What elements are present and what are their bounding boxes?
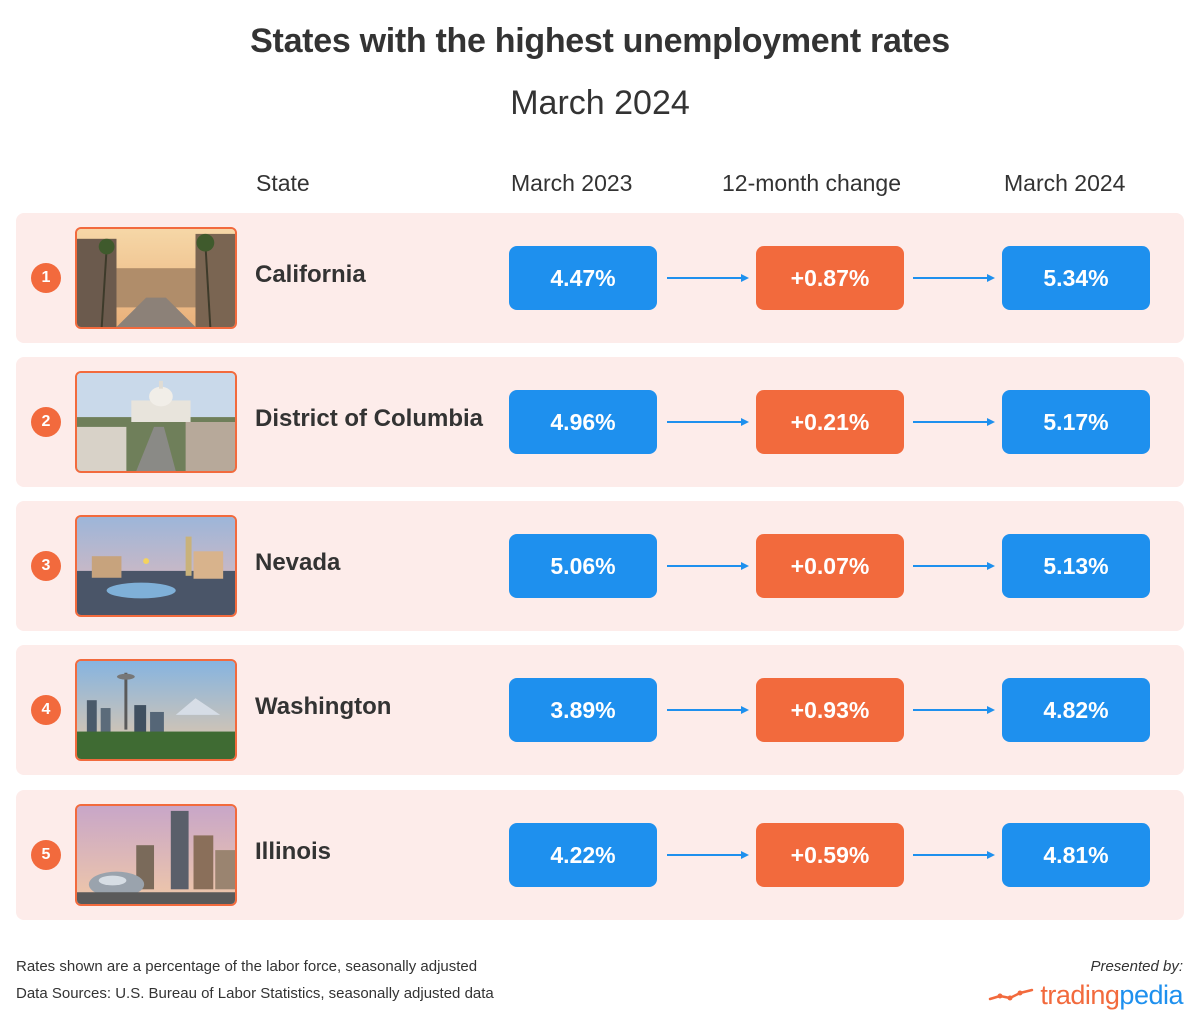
chicago-bean-photo bbox=[75, 804, 237, 906]
arrow-right-icon bbox=[667, 706, 749, 714]
chart-subtitle: March 2024 bbox=[510, 84, 690, 122]
rank-badge: 4 bbox=[31, 695, 61, 725]
twelve-month-change-value: +0.59% bbox=[756, 823, 904, 887]
arrow-right-icon bbox=[913, 418, 995, 426]
march-2024-value: 5.13% bbox=[1002, 534, 1150, 598]
state-row: 4 Washington 3.89% +0.93% 4.82% bbox=[16, 645, 1184, 775]
tradingpedia-logo: trading pedia bbox=[988, 980, 1183, 1010]
column-header-state: State bbox=[256, 170, 310, 196]
seattle-skyline-photo bbox=[75, 659, 237, 761]
rank-badge: 2 bbox=[31, 407, 61, 437]
twelve-month-change-value: +0.21% bbox=[756, 390, 904, 454]
state-name: Illinois bbox=[255, 838, 332, 865]
twelve-month-change-value: +0.93% bbox=[756, 678, 904, 742]
march-2024-value: 4.81% bbox=[1002, 823, 1150, 887]
state-row: 5 Illinois 4.22% +0.59% 4.81% bbox=[16, 790, 1184, 920]
rank-badge: 3 bbox=[31, 551, 61, 581]
arrow-right-icon bbox=[667, 851, 749, 859]
chart-title: States with the highest unemployment rat… bbox=[250, 22, 950, 60]
state-row: 3 Nevada 5.06% +0.07% 5.13% bbox=[16, 501, 1184, 631]
march-2023-value: 4.22% bbox=[509, 823, 657, 887]
march-2024-value: 4.82% bbox=[1002, 678, 1150, 742]
arrow-right-icon bbox=[667, 418, 749, 426]
state-name: Nevada bbox=[255, 549, 341, 576]
state-name: California bbox=[255, 261, 366, 288]
arrow-right-icon bbox=[667, 274, 749, 282]
state-name: District of Columbia bbox=[255, 405, 484, 432]
march-2024-value: 5.34% bbox=[1002, 246, 1150, 310]
hollywood-street-photo bbox=[75, 227, 237, 329]
rank-badge: 1 bbox=[31, 263, 61, 293]
capitol-building-photo bbox=[75, 371, 237, 473]
las-vegas-strip-photo bbox=[75, 515, 237, 617]
column-header-march-2024: March 2024 bbox=[1004, 170, 1126, 196]
rank-badge: 5 bbox=[31, 840, 61, 870]
brand-trading: trading bbox=[1040, 979, 1120, 1010]
march-2023-value: 5.06% bbox=[509, 534, 657, 598]
twelve-month-change-value: +0.07% bbox=[756, 534, 904, 598]
footnote-rates: Rates shown are a percentage of the labo… bbox=[16, 958, 478, 975]
march-2023-value: 3.89% bbox=[509, 678, 657, 742]
trend-line-icon bbox=[989, 988, 1034, 1001]
twelve-month-change-value: +0.87% bbox=[756, 246, 904, 310]
state-row: 1 California 4.47% +0.87% 5.34% bbox=[16, 213, 1184, 343]
arrow-right-icon bbox=[913, 706, 995, 714]
arrow-right-icon bbox=[913, 562, 995, 570]
presented-by-label: Presented by: bbox=[1090, 958, 1183, 975]
column-header-march-2023: March 2023 bbox=[511, 170, 633, 196]
column-header-12-month-change: 12-month change bbox=[722, 170, 902, 196]
arrow-right-icon bbox=[913, 274, 995, 282]
march-2023-value: 4.47% bbox=[509, 246, 657, 310]
footnote-sources: Data Sources: U.S. Bureau of Labor Stati… bbox=[16, 985, 494, 1002]
brand-pedia: pedia bbox=[1119, 979, 1183, 1010]
state-name: Washington bbox=[255, 693, 392, 720]
march-2024-value: 5.17% bbox=[1002, 390, 1150, 454]
march-2023-value: 4.96% bbox=[509, 390, 657, 454]
arrow-right-icon bbox=[913, 851, 995, 859]
arrow-right-icon bbox=[667, 562, 749, 570]
state-row: 2 District of Columbia 4.96% +0.21% 5.17% bbox=[16, 357, 1184, 487]
